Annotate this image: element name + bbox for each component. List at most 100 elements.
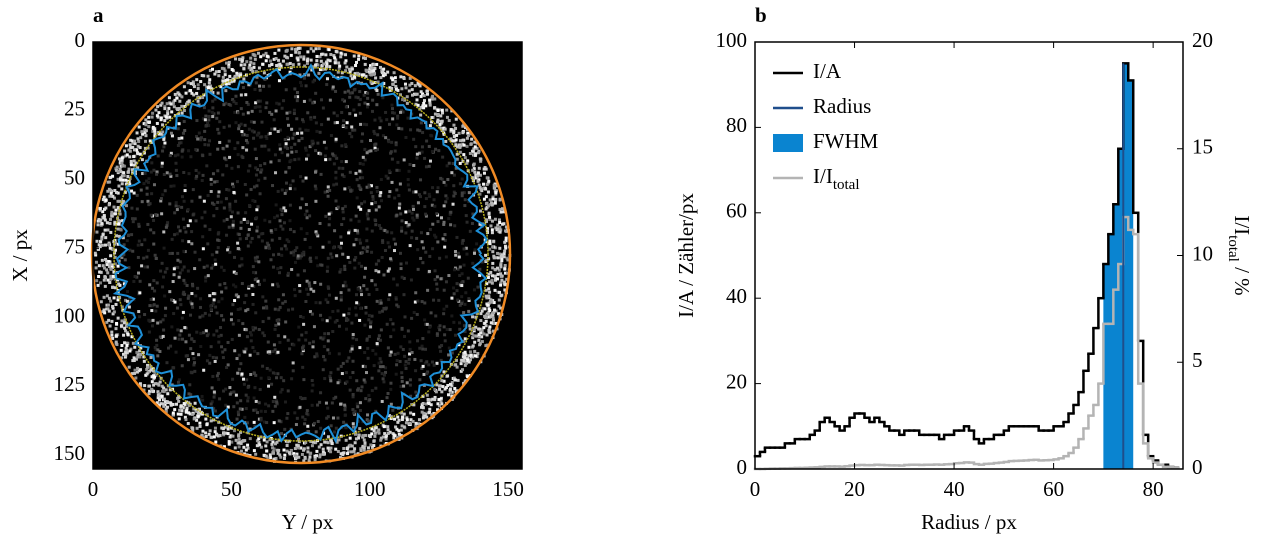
pixel	[271, 239, 274, 242]
pixel	[274, 153, 277, 156]
pixel	[123, 327, 126, 330]
pixel	[445, 305, 448, 308]
pixel	[195, 78, 198, 81]
pixel	[299, 55, 302, 58]
pixel	[208, 354, 211, 357]
pixel	[414, 301, 417, 304]
pixel	[238, 442, 241, 445]
pixel	[185, 409, 188, 412]
pixel	[136, 371, 139, 374]
pixel	[276, 267, 279, 270]
pixel	[342, 217, 345, 220]
pixel	[423, 94, 426, 97]
pixel	[404, 315, 407, 318]
pixel	[409, 348, 412, 351]
y2-tick-label: 5	[1192, 348, 1203, 372]
pixel	[341, 167, 344, 170]
pixel	[285, 189, 288, 192]
pixel	[209, 305, 212, 308]
pixel	[205, 329, 208, 332]
pixel	[295, 456, 298, 459]
pixel	[234, 446, 237, 449]
pixel	[381, 71, 384, 74]
pixel	[273, 343, 276, 346]
pixel	[179, 298, 182, 301]
pixel	[364, 397, 367, 400]
pixel	[167, 347, 170, 350]
pixel	[436, 362, 439, 365]
pixel	[284, 300, 287, 303]
pixel	[271, 446, 274, 449]
pixel	[304, 339, 307, 342]
pixel	[400, 230, 403, 233]
pixel	[473, 350, 476, 353]
pixel	[471, 222, 474, 225]
pixel	[305, 210, 308, 213]
pixel	[281, 151, 284, 154]
pixel	[393, 249, 396, 252]
pixel	[190, 230, 193, 233]
pixel	[98, 264, 101, 267]
pixel	[249, 437, 252, 440]
pixel	[473, 288, 476, 291]
pixel	[189, 219, 192, 222]
pixel	[184, 189, 187, 192]
y-tick-label: 60	[726, 199, 747, 223]
pixel	[374, 353, 377, 356]
pixel	[303, 422, 306, 425]
pixel	[187, 392, 190, 395]
pixel	[428, 408, 431, 411]
pixel	[237, 247, 240, 250]
pixel	[401, 418, 404, 421]
pixel	[142, 257, 145, 260]
pixel	[245, 328, 248, 331]
pixel	[461, 125, 464, 128]
pixel	[500, 294, 503, 297]
pixel	[392, 328, 395, 331]
pixel	[170, 298, 173, 301]
pixel	[503, 255, 506, 258]
pixel	[342, 119, 345, 122]
pixel	[407, 362, 410, 365]
pixel	[464, 351, 467, 354]
pixel	[333, 162, 336, 165]
pixel	[470, 142, 473, 145]
pixel	[417, 201, 420, 204]
pixel	[286, 63, 289, 66]
pixel	[387, 428, 390, 431]
pixel	[491, 245, 494, 248]
pixel	[212, 214, 215, 217]
pixel	[216, 312, 219, 315]
pixel	[126, 290, 129, 293]
pixel	[189, 155, 192, 158]
pixel	[393, 197, 396, 200]
pixel	[370, 251, 373, 254]
pixel	[210, 178, 213, 181]
pixel	[412, 164, 415, 167]
pixel	[102, 198, 105, 201]
pixel	[100, 271, 103, 274]
pixel	[438, 385, 441, 388]
pixel	[467, 310, 470, 313]
pixel	[348, 261, 351, 264]
pixel	[247, 245, 250, 248]
pixel	[174, 154, 177, 157]
pixel	[185, 92, 188, 95]
pixel	[327, 447, 330, 450]
pixel	[418, 378, 421, 381]
pixel	[115, 327, 118, 330]
y-axis-label: X / px	[8, 229, 32, 282]
pixel	[292, 369, 295, 372]
pixel	[457, 252, 460, 255]
pixel	[479, 319, 482, 322]
pixel	[299, 175, 302, 178]
pixel	[275, 203, 278, 206]
pixel	[275, 401, 278, 404]
pixel	[442, 223, 445, 226]
pixel	[390, 87, 393, 90]
pixel	[207, 194, 210, 197]
pixel	[425, 165, 428, 168]
pixel	[246, 444, 249, 447]
pixel	[494, 202, 497, 205]
pixel	[368, 209, 371, 212]
